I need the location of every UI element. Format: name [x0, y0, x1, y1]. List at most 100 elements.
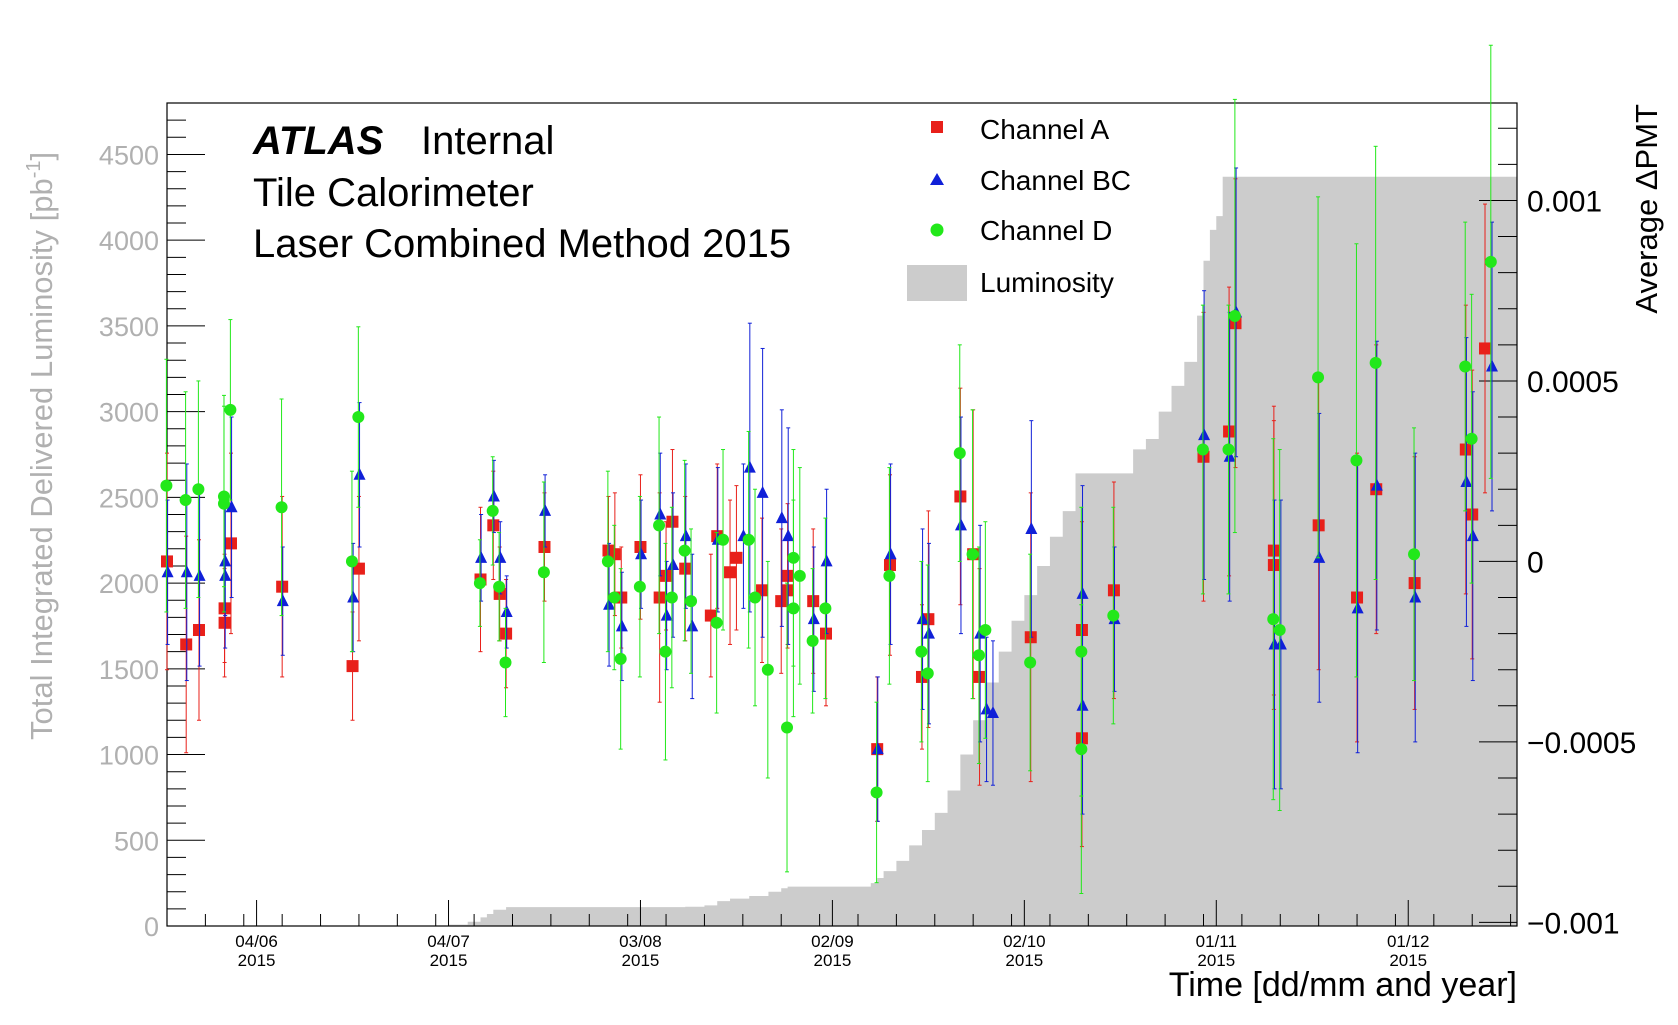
- data-point-channel-d: [608, 591, 621, 604]
- data-point-channel-a: [679, 562, 692, 575]
- data-point-channel-d: [160, 479, 173, 492]
- luminosity-layer: [167, 176, 1517, 927]
- data-point-channel-d: [1350, 454, 1363, 467]
- y-left-tick-label: 2500: [99, 483, 159, 513]
- y-left-tick-label: 2000: [99, 569, 159, 599]
- legend-marker-channel-bc: [930, 173, 944, 185]
- data-point-channel-bc: [494, 550, 507, 563]
- data-point-channel-d: [1075, 743, 1088, 756]
- data-point-channel-bc: [654, 507, 667, 520]
- x-tick-label-date: 04/06: [235, 932, 278, 951]
- data-point-channel-bc: [782, 529, 795, 542]
- data-point-channel-bc: [686, 619, 699, 632]
- data-point-channel-d: [499, 656, 512, 669]
- data-point-channel-a: [660, 569, 673, 582]
- atlas-label: ATLAS: [252, 119, 384, 163]
- luminosity-area: [167, 176, 1517, 927]
- data-point-channel-a: [724, 566, 737, 579]
- data-point-channel-d: [1107, 609, 1120, 622]
- data-point-channel-bc: [161, 565, 174, 578]
- y-left-tick-label: 4500: [99, 140, 159, 170]
- data-point-channel-d: [972, 649, 985, 662]
- x-tick-label-year: 2015: [622, 951, 660, 970]
- data-point-channel-bc: [807, 612, 820, 625]
- data-point-channel-a: [1267, 544, 1280, 557]
- data-point-channel-bc: [487, 489, 500, 502]
- data-point-channel-d: [653, 519, 666, 532]
- axes-layer: 0 500 1000 1500 2000 2500 3000 3500 4000 4500 −0.0…: [99, 102, 1636, 970]
- data-point-channel-bc: [1409, 590, 1422, 603]
- data-point-channel-bc: [276, 594, 289, 607]
- data-point-channel-d: [761, 663, 774, 676]
- legend-label-channel-bc: Channel BC: [980, 165, 1131, 196]
- data-point-channel-bc: [679, 529, 692, 542]
- data-point-channel-bc: [1460, 475, 1473, 488]
- data-point-channel-bc: [347, 590, 360, 603]
- data-point-channel-bc: [922, 626, 935, 639]
- data-point-channel-a: [218, 602, 231, 615]
- data-point-channel-bc: [353, 467, 366, 480]
- x-tick-label-year: 2015: [1197, 951, 1235, 970]
- data-point-channel-bc: [1466, 529, 1479, 542]
- data-point-channel-a: [1312, 519, 1325, 532]
- x-tick-label-year: 2015: [813, 951, 851, 970]
- legend-marker-luminosity: [907, 265, 967, 301]
- data-point-channel-a: [883, 559, 896, 572]
- data-point-channel-a: [807, 595, 820, 608]
- data-point-channel-d: [493, 580, 506, 593]
- data-point-channel-d: [1024, 656, 1037, 669]
- x-tick-label-year: 2015: [430, 951, 468, 970]
- data-point-channel-d: [819, 602, 832, 615]
- y-right-tick-label: 0.001: [1527, 185, 1602, 218]
- y-left-tick-label: 0: [144, 912, 159, 942]
- data-point-channel-a: [1223, 425, 1236, 438]
- legend: Channel A Channel BC Channel D Luminosit…: [907, 114, 1131, 301]
- data-point-channel-d: [1267, 613, 1280, 626]
- y-left-tick-label: 500: [114, 826, 159, 856]
- x-tick-label-date: 01/12: [1387, 932, 1430, 951]
- data-point-channel-bc: [871, 742, 884, 755]
- data-point-channel-d: [742, 533, 755, 546]
- data-point-channel-bc: [219, 554, 232, 567]
- data-point-channel-d: [806, 634, 819, 647]
- data-point-channel-bc: [986, 706, 999, 719]
- data-point-channel-a: [973, 670, 986, 683]
- data-point-channel-bc: [500, 604, 513, 617]
- data-point-channel-a: [1351, 591, 1364, 604]
- data-point-channel-d: [678, 544, 691, 557]
- data-point-channel-a: [634, 540, 647, 553]
- data-point-channel-a: [1075, 732, 1088, 745]
- data-point-channel-d: [1484, 255, 1497, 268]
- x-tick-label-year: 2015: [238, 951, 276, 970]
- data-point-channel-bc: [756, 485, 769, 498]
- data-point-channel-a: [487, 519, 500, 532]
- data-point-channel-a: [224, 537, 237, 550]
- y-axis-left-title-end: ]: [24, 152, 59, 161]
- data-point-channel-bc: [475, 550, 488, 563]
- y-right-tick-label: −0.001: [1527, 907, 1620, 940]
- title-line-3: Laser Combined Method 2015: [253, 222, 791, 266]
- title-line-2: Tile Calorimeter: [253, 171, 534, 215]
- data-point-channel-d: [537, 566, 550, 579]
- data-point-channel-bc: [180, 565, 193, 578]
- data-point-channel-d: [710, 616, 723, 629]
- y-axis-left-title-main: Total Integrated Delivered Luminosity [p…: [24, 178, 59, 740]
- data-point-channel-d: [1196, 443, 1209, 456]
- y-left-tick-label: 4000: [99, 226, 159, 256]
- data-point-channel-d: [883, 569, 896, 582]
- data-point-channel-bc: [539, 503, 552, 516]
- data-point-channel-d: [179, 494, 192, 507]
- data-point-channel-a: [1408, 577, 1421, 590]
- data-point-channel-a: [500, 627, 513, 640]
- data-point-channel-d: [979, 624, 992, 637]
- data-point-channel-d: [749, 591, 762, 604]
- data-point-channel-a: [180, 638, 193, 651]
- data-point-channel-d: [793, 569, 806, 582]
- y-axis-right-title: Average ΔPMT: [1629, 104, 1664, 314]
- data-point-channel-bc: [1076, 698, 1089, 711]
- data-point-channel-bc: [1198, 428, 1211, 441]
- data-point-channel-d: [966, 548, 979, 561]
- data-point-channel-bc: [225, 500, 238, 513]
- data-point-channel-d: [473, 577, 486, 590]
